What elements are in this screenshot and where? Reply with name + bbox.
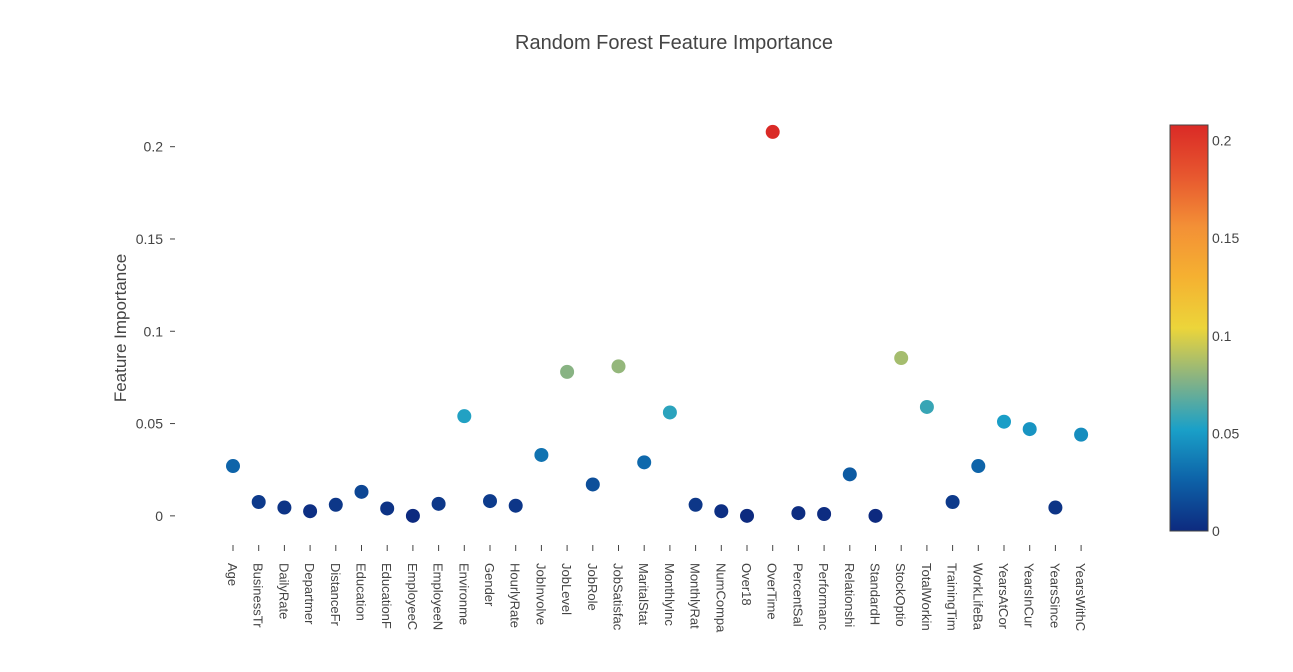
colorbar: 0 0.05 0.1 0.15 0.2	[1169, 124, 1239, 539]
x-tick-label: JobInvolve	[533, 563, 548, 625]
colorbar-ticks: 0 0.05 0.1 0.15 0.2	[1212, 133, 1239, 539]
data-points	[226, 124, 1089, 523]
x-tick-label: DailyRate	[276, 563, 291, 619]
x-tick-label: PercentSal	[790, 563, 805, 627]
data-point	[868, 508, 883, 523]
x-tick-label: MonthlyInc	[662, 563, 677, 626]
data-point	[534, 447, 549, 462]
x-tick-label: BusinessTr	[251, 563, 266, 628]
x-tick-label: YearsWithC	[1073, 563, 1088, 631]
y-tick-label: 0.2	[144, 139, 164, 155]
x-tick-label: StandardH	[868, 563, 883, 625]
data-point	[277, 500, 292, 515]
y-axis: 0 0.05 0.1 0.15 0.2	[136, 139, 175, 524]
x-tick-label: JobSatisfac	[611, 563, 626, 631]
x-tick-label: YearsSince	[1047, 563, 1062, 628]
x-tick-label: Performanc	[816, 563, 831, 631]
y-tick-label: 0.05	[136, 416, 163, 432]
x-tick-label: TotalWorkin	[919, 563, 934, 631]
data-point	[251, 495, 266, 510]
data-point	[560, 364, 575, 379]
data-point	[585, 477, 600, 492]
data-point	[328, 497, 343, 512]
data-point	[303, 504, 318, 519]
data-point	[945, 495, 960, 510]
x-tick-label: EducationF	[379, 563, 394, 629]
y-tick-label: 0.1	[144, 323, 164, 339]
colorbar-tick-label: 0.1	[1212, 328, 1232, 344]
y-tick-label: 0	[155, 508, 163, 524]
data-point	[894, 351, 909, 366]
data-point	[354, 484, 369, 499]
data-point	[765, 124, 780, 139]
x-tick-label: EmployeeN	[431, 563, 446, 630]
x-tick-label: YearsInCur	[1022, 563, 1037, 628]
x-tick-label: MonthlyRat	[688, 563, 703, 629]
x-tick-label: JobRole	[585, 563, 600, 611]
data-point	[508, 498, 523, 513]
x-tick-label: OverTime	[765, 563, 780, 620]
data-point	[688, 497, 703, 512]
colorbar-tick-label: 0.15	[1212, 230, 1239, 246]
data-point	[457, 409, 472, 424]
data-point	[380, 501, 395, 516]
colorbar-tick-label: 0.05	[1212, 425, 1239, 441]
x-tick-label: DistanceFr	[328, 563, 343, 627]
data-point	[431, 496, 446, 511]
data-point	[740, 508, 754, 523]
data-point	[611, 359, 626, 374]
data-point	[1048, 500, 1063, 515]
data-point	[637, 455, 652, 470]
colorbar-tick-label: 0.2	[1212, 133, 1232, 149]
x-tick-label: YearsAtCor	[996, 563, 1011, 630]
x-tick-label: NumCompa	[713, 563, 728, 633]
data-point	[997, 414, 1011, 429]
x-tick-label: TrainingTim	[945, 563, 960, 631]
x-tick-label: Departmer	[302, 563, 317, 625]
x-tick-label: Age	[225, 563, 240, 586]
data-point	[226, 459, 240, 474]
chart-title: Random Forest Feature Importance	[515, 32, 833, 54]
data-point	[662, 405, 677, 420]
x-tick-label: EmployeeC	[405, 563, 420, 630]
x-tick-label: WorkLifeBa	[970, 563, 985, 631]
x-tick-label: MaritalStat	[636, 563, 651, 626]
data-point	[1074, 427, 1089, 442]
colorbar-tick-label: 0	[1212, 523, 1220, 539]
x-axis: Age BusinessTr DailyRate Departmer DistanceF…	[225, 545, 1088, 633]
x-tick-label: Gender	[482, 563, 497, 607]
data-point	[1022, 422, 1037, 437]
y-axis-title: Feature Importance	[111, 254, 130, 402]
data-point	[791, 506, 806, 521]
y-tick-label: 0.15	[136, 231, 163, 247]
data-point	[714, 504, 729, 519]
data-point	[483, 494, 497, 509]
x-tick-label: JobLevel	[559, 563, 574, 615]
x-tick-label: Education	[354, 563, 369, 621]
x-tick-label: Relationshi	[842, 563, 857, 627]
data-point	[405, 508, 420, 523]
x-tick-label: StockOptio	[893, 563, 908, 627]
data-point	[817, 507, 832, 522]
colorbar-bar	[1169, 124, 1209, 532]
data-point	[971, 459, 986, 474]
data-point	[919, 399, 934, 414]
data-point	[842, 467, 857, 482]
x-tick-label: Over18	[739, 563, 754, 606]
x-tick-label: HourlyRate	[508, 563, 523, 628]
x-tick-label: Environme	[456, 563, 471, 625]
